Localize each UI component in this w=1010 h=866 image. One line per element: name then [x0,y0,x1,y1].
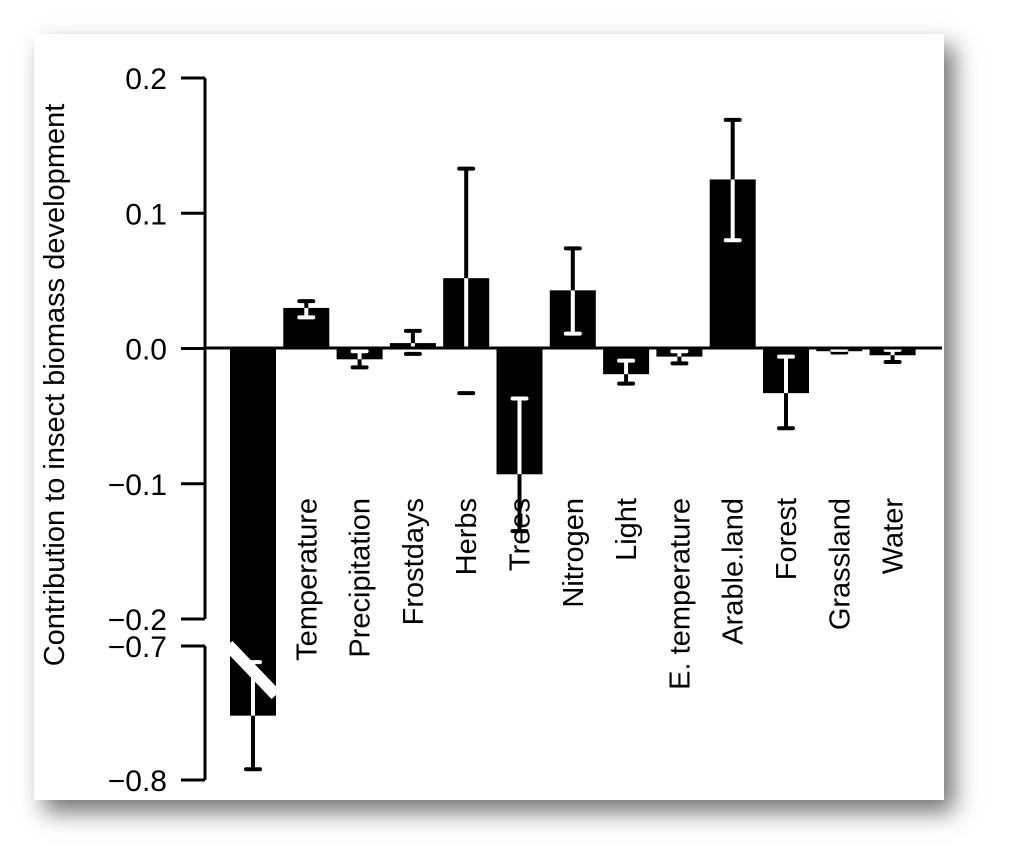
category-label: Frostdays [398,498,430,625]
y-tick-label: −0.7 [108,631,167,664]
category-label: Grassland [824,498,856,630]
y-axis: 0.2 0.1 0.0 −0.1 −0.2−0.7 −0.8 [108,63,207,798]
category-label: Temperature [291,498,323,661]
category-label: Precipitation [345,498,377,658]
category-label: Unknown [238,498,270,619]
y-tick-label: −0.1 [108,469,167,502]
y-tick-label: 0.2 [125,63,167,96]
category-label: Forest [771,498,803,580]
axis-break-marker [223,640,281,700]
category-label: Herbs [451,498,483,575]
y-tick-label: −0.8 [108,765,167,798]
y-tick-label: −0.2 [108,604,167,637]
category-label: Nitrogen [558,498,590,608]
error-bars [244,117,902,772]
category-label: Arable.land [718,498,750,645]
y-axis-label: Contribution to insect biomass developme… [39,104,71,667]
y-tick-label: 0.0 [125,334,167,367]
chart-card [34,34,944,800]
category-label: Trees [505,498,537,571]
y-tick-label: 0.1 [125,198,167,231]
category-label: Light [611,498,643,561]
category-label: E. temperature [664,498,696,690]
category-labels: Unknown Temperature Precipitation Frostdays… [223,498,910,700]
category-label: Water [878,498,910,575]
